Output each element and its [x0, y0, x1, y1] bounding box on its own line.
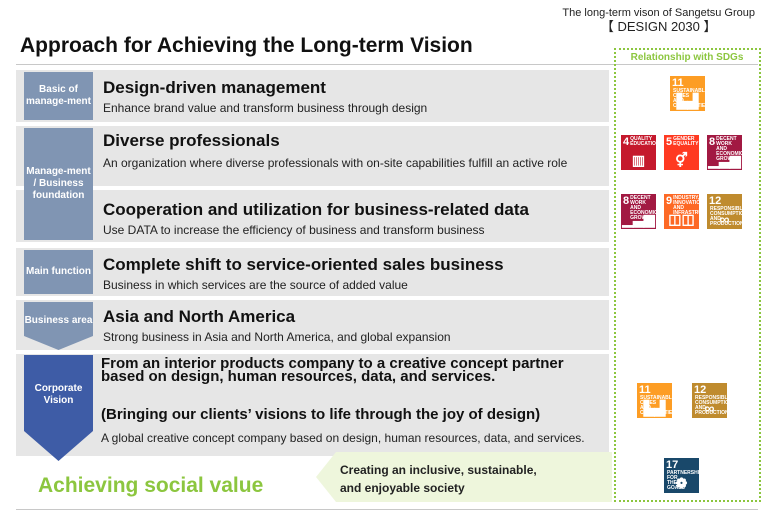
row-title-data-utilization: Cooperation and utilization for business…	[103, 200, 529, 219]
social-message: Creating an inclusive, sustainable, and …	[340, 463, 537, 495]
band-row-5	[16, 300, 609, 350]
sdg-4-book-icon: 4QUALITY EDUCATION ▥	[621, 135, 656, 170]
sdg-11-city-icon: 11SUSTAINABLE CITIES AND COMMUNITIES ▙▟	[670, 76, 705, 111]
vision-description: A global creative concept company based …	[101, 431, 585, 445]
social-value-arrow	[316, 452, 612, 502]
context-line-2: 【 DESIGN 2030 】	[600, 19, 717, 34]
side-label-corporate-vision: Corporate Vision	[34, 383, 83, 406]
row-title-diverse-professionals: Diverse professionals	[103, 131, 280, 150]
band-row-1	[16, 70, 609, 122]
band-vision	[16, 354, 609, 456]
sdg-12-infinity-icon: 12RESPONSIBLE CONSUMPTION AND PRODUCTION…	[707, 194, 742, 229]
side-label-basic-management: Basic of manage-ment	[24, 72, 93, 120]
sdg-8-growth-chart-icon: 8DECENT WORK AND ECONOMIC GROWTH ▁▃▆	[621, 194, 656, 229]
bottom-divider	[16, 509, 758, 510]
sdg-9-cubes-icon: 9INDUSTRY, INNOVATION AND INFRASTRUCTURE…	[664, 194, 699, 229]
page-title: Approach for Achieving the Long-term Vis…	[20, 34, 473, 57]
row-title-design-driven: Design-driven management	[103, 78, 326, 97]
row-desc-data-utilization: Use DATA to increase the efficiency of b…	[103, 223, 485, 237]
business-area-chevron	[24, 302, 93, 350]
side-label-business-area: Business area	[24, 315, 93, 326]
side-label-main-function: Main function	[24, 250, 93, 294]
sdg-8-growth-chart-icon: 8DECENT WORK AND ECONOMIC GROWTH ▁▃▆	[707, 135, 742, 170]
row-desc-service-shift: Business in which services are the sourc…	[103, 278, 408, 292]
context-line-1: The long-term vison of Sangetsu Group	[562, 7, 755, 19]
row-title-service-shift: Complete shift to service-oriented sales…	[103, 255, 504, 274]
sdg-12-infinity-icon: 12RESPONSIBLE CONSUMPTION AND PRODUCTION…	[692, 383, 727, 418]
vision-subtitle: (Bringing our clients’ visions to life t…	[101, 406, 541, 423]
band-row-2	[16, 126, 609, 186]
row-desc-design-driven: Enhance brand value and transform busine…	[103, 101, 428, 115]
vision-title: From an interior products company to a c…	[101, 355, 564, 385]
row-desc-diverse-professionals: An organization where diverse profession…	[103, 156, 568, 170]
row-title-asia-north-america: Asia and North America	[103, 307, 296, 326]
sdg-17-partnership-rings-icon: 17PARTNERSHIPS FOR THE GOALS ❁	[664, 458, 699, 493]
side-label-business-foundation: Manage-ment / Business foundation	[24, 128, 93, 240]
row-desc-asia-north-america: Strong business in Asia and North Americ…	[103, 330, 451, 344]
social-value-label: Achieving social value	[38, 474, 264, 497]
sdg-11-city-icon: 11SUSTAINABLE CITIES AND COMMUNITIES ▙▟	[637, 383, 672, 418]
band-row-3	[16, 190, 609, 242]
title-divider	[16, 64, 758, 65]
sdg-column	[614, 48, 761, 502]
band-row-4	[16, 248, 609, 296]
sdg-5-gender-icon: 5GENDER EQUALITY ⚥	[664, 135, 699, 170]
sdg-column-title: Relationship with SDGs	[630, 52, 744, 63]
header-context: The long-term vison of Sangetsu Group 【 …	[562, 6, 755, 34]
corporate-vision-arrow	[24, 355, 93, 461]
